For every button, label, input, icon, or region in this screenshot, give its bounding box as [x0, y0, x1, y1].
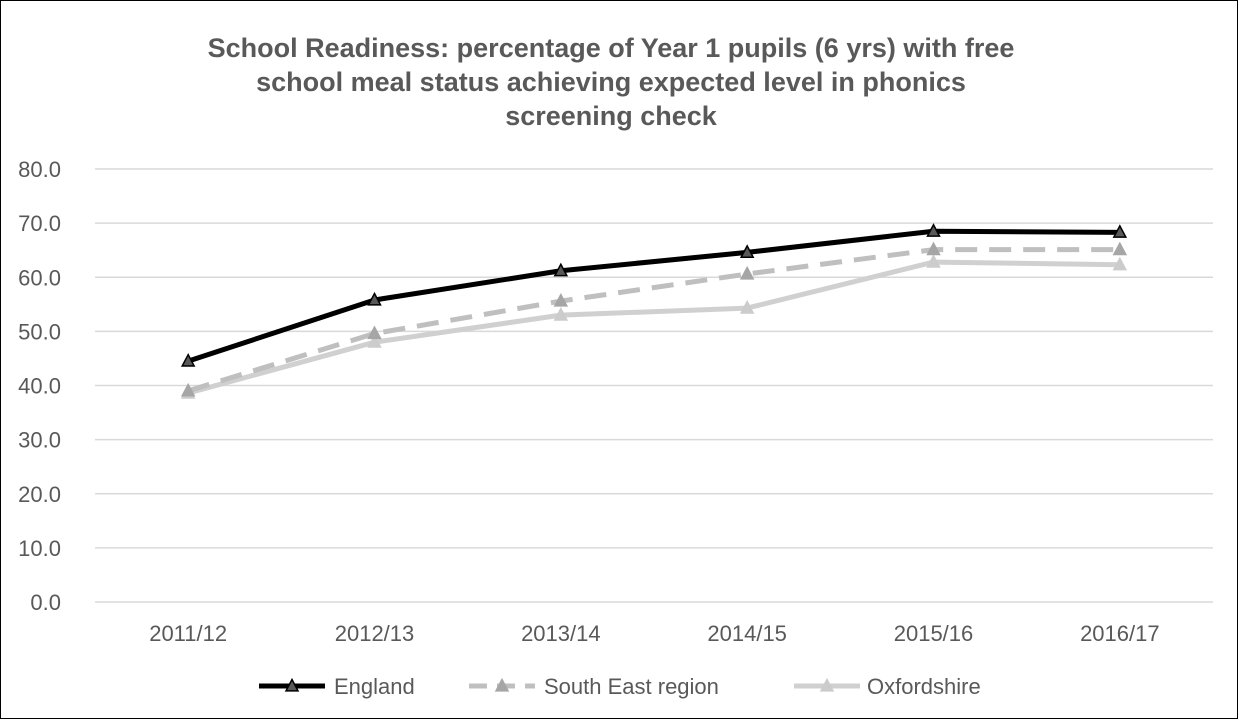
y-tick-label: 0.0 [30, 590, 61, 615]
y-tick-label: 10.0 [18, 536, 61, 561]
data-point [926, 254, 941, 268]
legend-item-south-east-region: South East region [469, 674, 719, 699]
chart-title: School Readiness: percentage of Year 1 p… [111, 31, 1111, 133]
legend-item-oxfordshire: Oxfordshire [794, 674, 981, 699]
x-tick-label: 2011/12 [149, 621, 227, 646]
series-line [187, 228, 1120, 364]
data-point [367, 325, 382, 340]
legend-marker [284, 677, 300, 692]
series-lines [180, 223, 1128, 399]
data-point [1112, 256, 1128, 271]
data-point [1112, 224, 1128, 238]
data-point [926, 223, 941, 237]
x-tick-label: 2013/14 [521, 621, 601, 646]
y-tick-label: 20.0 [18, 482, 61, 507]
data-point [553, 262, 569, 277]
data-point [553, 292, 569, 307]
series-line [187, 247, 1120, 394]
series-england [180, 223, 1128, 367]
y-tick-label: 30.0 [18, 428, 61, 453]
data-point [180, 382, 196, 397]
y-tick-label: 60.0 [18, 265, 61, 290]
legend-label: South East region [544, 674, 719, 699]
y-axis-tick-labels: 0.0 10.0 20.0 30.0 40.0 50.0 60.0 70.0 80.0 [18, 157, 61, 615]
data-point [739, 244, 755, 258]
data-point [739, 265, 755, 280]
x-tick-label: 2012/13 [335, 621, 415, 646]
series-south-east-region [180, 241, 1128, 397]
data-point [180, 353, 196, 367]
x-axis-tick-labels: 2011/12 2012/13 2013/14 2014/15 2015/16 2016/… [149, 621, 1159, 646]
data-point [553, 307, 569, 321]
data-point [367, 334, 382, 348]
y-tick-label: 40.0 [18, 374, 61, 399]
gridlines [95, 168, 1213, 603]
series-line [187, 259, 1120, 396]
legend-item-england: England [259, 674, 415, 699]
y-tick-label: 50.0 [18, 319, 61, 344]
legend: England South East region Oxfordshire [259, 674, 981, 699]
y-tick-label: 70.0 [18, 211, 61, 236]
chart-title-line-3: screening check [505, 101, 717, 131]
chart-title-line-1: School Readiness: percentage of Year 1 p… [207, 33, 1015, 63]
data-point [367, 291, 382, 306]
chart-title-line-2: school meal status achieving expected le… [256, 67, 966, 97]
x-tick-label: 2016/17 [1080, 621, 1160, 646]
legend-marker [819, 677, 835, 692]
legend-label: Oxfordshire [867, 674, 981, 699]
x-tick-label: 2015/16 [894, 621, 974, 646]
y-tick-label: 80.0 [18, 157, 61, 182]
legend-label: England [334, 674, 415, 699]
data-point [1112, 241, 1128, 256]
legend-marker [494, 677, 510, 692]
series-oxfordshire [180, 254, 1128, 399]
x-tick-label: 2014/15 [707, 621, 787, 646]
data-point [739, 300, 755, 314]
data-point [926, 241, 941, 256]
